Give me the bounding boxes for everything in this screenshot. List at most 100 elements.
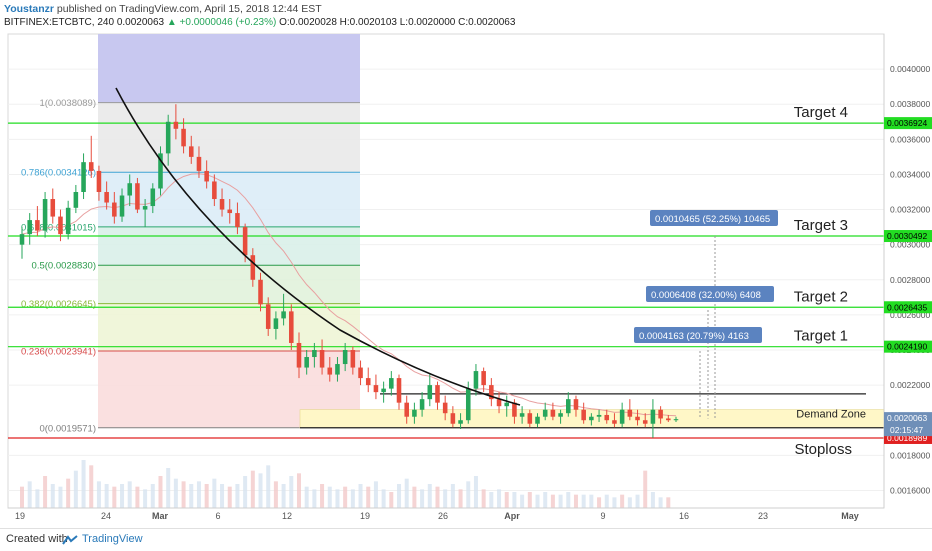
- volume-bar: [281, 484, 286, 508]
- candle-body: [104, 192, 109, 203]
- volume-bar: [320, 484, 325, 508]
- candle: [112, 192, 117, 224]
- candle-body: [350, 350, 356, 368]
- candle: [219, 188, 225, 217]
- volume-bar: [258, 473, 263, 508]
- measure-text: 0.0004163 (20.79%) 4163: [639, 331, 749, 342]
- candle-body: [81, 162, 86, 192]
- x-tick-label: 16: [679, 511, 689, 521]
- candle-body: [450, 413, 456, 424]
- volume-bar: [58, 486, 63, 508]
- volume-bar: [166, 468, 171, 508]
- price-tag-text: 0.0024190: [887, 342, 927, 352]
- target-label: Target 1: [794, 328, 848, 345]
- demand-zone-label: Demand Zone: [796, 409, 866, 421]
- y-tick-label: 0.0036000: [890, 134, 930, 144]
- volume-bar: [66, 478, 71, 508]
- candle: [304, 350, 309, 375]
- candle: [373, 374, 379, 400]
- candle-body: [204, 170, 209, 182]
- candle-body: [627, 409, 633, 417]
- candle-body: [542, 409, 548, 417]
- candle-body: [519, 413, 525, 417]
- measure-box: [646, 286, 774, 302]
- candle: [581, 402, 586, 424]
- volume-bar: [512, 492, 517, 508]
- volume-bar: [81, 460, 86, 508]
- volume-bar: [212, 478, 217, 508]
- volume-bar: [666, 497, 671, 508]
- x-tick-label: Apr: [504, 511, 520, 521]
- candle: [88, 135, 94, 178]
- candle: [350, 346, 356, 375]
- candle-body: [596, 414, 602, 417]
- candle: [127, 174, 132, 207]
- volume-bar: [520, 494, 525, 508]
- volume-bar: [620, 494, 625, 508]
- volume-bar: [473, 476, 478, 508]
- measure-box: [634, 327, 762, 343]
- candle: [435, 381, 440, 410]
- x-tick-label: 19: [15, 511, 25, 521]
- tradingview-logo-icon: [62, 535, 78, 545]
- volume-bar: [50, 484, 55, 508]
- candle-body: [50, 199, 56, 217]
- x-tick-label: 26: [438, 511, 448, 521]
- candle: [250, 248, 256, 287]
- volume-bar: [173, 478, 178, 508]
- candle-body: [435, 385, 440, 403]
- candle-body: [465, 388, 471, 421]
- footer-bar: Created with TradingView: [0, 528, 932, 551]
- volume-bar: [273, 481, 278, 508]
- candle-body: [573, 399, 579, 410]
- measure-box: [650, 210, 778, 226]
- fib-top-zone: [98, 34, 360, 103]
- candle-body: [319, 350, 325, 368]
- candle: [419, 392, 425, 417]
- candle-body: [181, 128, 186, 147]
- candle: [296, 332, 302, 379]
- chart-header: Youstanzr published on TradingView.com, …: [0, 0, 932, 32]
- candle-body: [281, 311, 286, 319]
- volume-bar: [443, 489, 448, 508]
- candle-body: [458, 420, 463, 424]
- candle-body: [358, 367, 363, 379]
- symbol-info: BITFINEX:ETCBTC, 240 0.0020063 ▲ +0.0000…: [4, 17, 515, 28]
- y-tick-label: 0.0038000: [890, 99, 930, 109]
- author-link[interactable]: Youstanzr: [4, 3, 54, 15]
- fib-label: 0.382(0.0026645): [21, 299, 96, 310]
- volume-bar: [20, 486, 24, 508]
- target-label: Target 4: [794, 104, 848, 121]
- tradingview-link[interactable]: TradingView: [82, 533, 143, 545]
- downtrend-curve: [115, 87, 521, 406]
- volume-bar: [389, 492, 394, 508]
- y-tick-label: 0.0040000: [890, 64, 930, 74]
- volume-bar: [635, 494, 640, 508]
- volume-bar: [120, 484, 125, 508]
- volume-bar: [366, 486, 371, 508]
- candle: [104, 181, 109, 210]
- candle: [212, 174, 217, 207]
- candle-body: [327, 367, 333, 375]
- candle-body: [289, 311, 294, 343]
- current-price-text: 0.0020063: [887, 413, 927, 423]
- measure-text: 0.0010465 (52.25%) 10465: [655, 214, 770, 225]
- ohlc-values: O:0.0020028 H:0.0020103 L:0.0020000 C:0.…: [279, 17, 516, 28]
- price-chart[interactable]: 1(0.0038089)0.786(0.0034126)0.618(0.0031…: [0, 0, 932, 528]
- candle-body: [527, 413, 533, 424]
- x-tick-label: 9: [600, 511, 605, 521]
- candle-body: [635, 416, 640, 421]
- candle-body: [19, 234, 25, 245]
- y-tick-label: 0.0022000: [890, 380, 930, 390]
- volume-bar: [489, 492, 494, 508]
- candle: [358, 360, 363, 386]
- symbol-label: BITFINEX:ETCBTC, 240: [4, 17, 115, 28]
- candle: [658, 406, 663, 424]
- fib-zone: [98, 265, 360, 304]
- candle-body: [489, 385, 494, 400]
- publish-text: published on TradingView.com, April 15, …: [56, 3, 322, 15]
- volume-bar: [627, 497, 632, 508]
- candle: [273, 311, 279, 340]
- candle-body: [442, 402, 448, 414]
- candle-body: [473, 371, 479, 389]
